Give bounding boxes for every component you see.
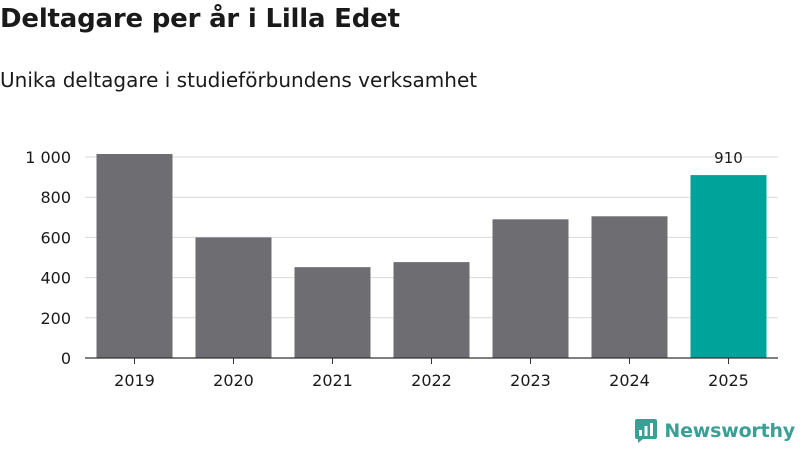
x-tick-label: 2024 — [609, 371, 650, 390]
y-tick-label: 800 — [40, 188, 71, 207]
y-tick-label: 200 — [40, 309, 71, 328]
bar — [96, 153, 173, 358]
x-tick-label: 2020 — [213, 371, 254, 390]
chart-title: Deltagare per år i Lilla Edet — [0, 4, 400, 34]
bar — [294, 267, 371, 358]
y-tick-label: 600 — [40, 228, 71, 247]
x-tick-label: 2019 — [114, 371, 155, 390]
bar — [591, 216, 668, 358]
y-tick-label: 400 — [40, 269, 71, 288]
x-tick-label: 2021 — [312, 371, 353, 390]
chart-subtitle: Unika deltagare i studieförbundens verks… — [0, 68, 478, 92]
x-tick-label: 2023 — [510, 371, 551, 390]
newsworthy-logo: Newsworthy — [634, 418, 795, 444]
y-tick-label: 1 000 — [25, 148, 71, 167]
data-label: 910 — [714, 149, 743, 167]
bar — [690, 175, 767, 358]
newsworthy-logo-icon — [635, 419, 658, 443]
bar — [195, 237, 272, 358]
y-tick-label: 0 — [61, 349, 71, 368]
x-tick-label: 2022 — [411, 371, 452, 390]
newsworthy-brand-name: Newsworthy — [664, 420, 795, 442]
bar — [492, 219, 569, 358]
x-tick-label: 2025 — [708, 371, 749, 390]
bar — [393, 262, 470, 358]
